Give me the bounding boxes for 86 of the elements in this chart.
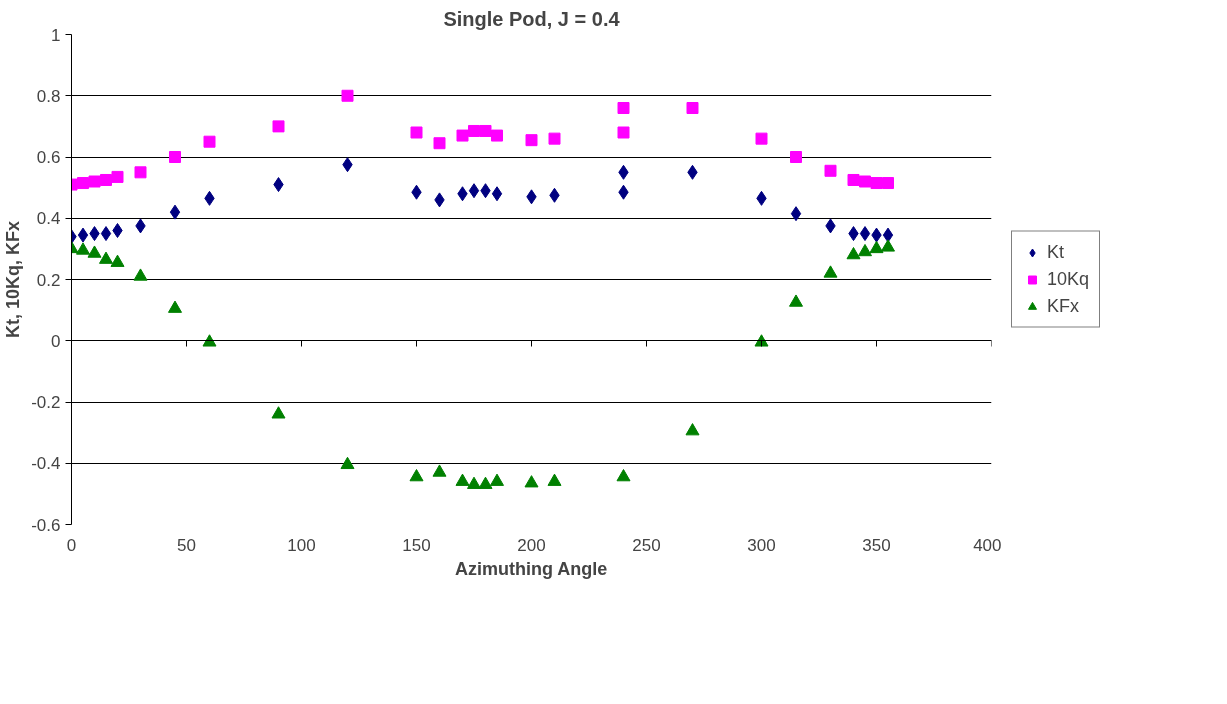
point: [846, 246, 861, 260]
point: [467, 476, 481, 489]
point: [524, 475, 539, 488]
point: [77, 177, 89, 190]
point: [881, 239, 895, 252]
point: [100, 173, 112, 186]
point: [99, 251, 113, 264]
point: [112, 223, 123, 238]
point: [76, 242, 90, 255]
y-tick-label: -0.4: [31, 454, 61, 474]
point: [790, 206, 802, 222]
legend-label: Kt: [1047, 241, 1065, 263]
point: [847, 173, 860, 186]
point: [478, 476, 493, 489]
x-tick-label: 100: [287, 535, 316, 555]
y-tick-label: 1: [51, 25, 61, 45]
x-axis-title: Azimuthing Angle: [455, 558, 608, 579]
point: [169, 151, 181, 163]
y-tick-label: -0.2: [31, 393, 61, 412]
point: [870, 177, 883, 190]
point: [110, 254, 125, 267]
point: [616, 469, 631, 482]
x-tick-label: 150: [402, 535, 431, 555]
y-axis-title: Kt, 10Kq, KFx: [3, 220, 24, 339]
point: [341, 89, 354, 102]
point: [882, 177, 894, 190]
point: [491, 186, 503, 202]
point: [859, 175, 871, 188]
point: [202, 334, 217, 347]
x-tick-label: 200: [517, 535, 546, 555]
legend-label: 10Kq: [1047, 268, 1090, 290]
legend-label: KFx: [1047, 295, 1080, 317]
point: [203, 135, 216, 148]
point: [547, 473, 562, 486]
y-tick-label: 0.2: [36, 270, 61, 290]
point: [100, 226, 112, 242]
point: [790, 151, 802, 163]
point: [525, 134, 538, 147]
point: [686, 102, 699, 114]
x-tick-label: 250: [632, 535, 661, 555]
point: [133, 268, 148, 281]
point: [88, 175, 101, 188]
chart-title: Single Pod, J = 0.4: [443, 7, 621, 30]
x-tick-label: 350: [862, 535, 891, 555]
point: [869, 240, 884, 254]
x-tick-label: 0: [66, 535, 77, 555]
x-tick-label: 50: [177, 535, 196, 555]
point: [490, 473, 504, 486]
point: [455, 473, 470, 486]
point: [789, 294, 803, 307]
point: [409, 469, 424, 482]
point: [456, 129, 469, 142]
y-tick-label: 0.6: [36, 148, 61, 167]
point: [859, 226, 871, 242]
point: [617, 126, 630, 139]
point: [272, 120, 285, 133]
point: [491, 129, 503, 142]
point: [468, 124, 480, 137]
point: [77, 227, 89, 243]
y-tick-label: 0.8: [36, 86, 61, 106]
point: [134, 166, 147, 179]
point: [433, 137, 446, 150]
point: [410, 126, 423, 139]
point: [824, 164, 837, 177]
point: [168, 300, 182, 313]
point: [858, 243, 872, 257]
y-tick-label: -0.6: [31, 515, 61, 535]
x-tick-label: 300: [747, 535, 776, 555]
point: [87, 245, 102, 258]
point: [479, 124, 492, 137]
point: [882, 227, 894, 243]
point: [685, 423, 700, 436]
point: [617, 102, 630, 114]
point: [169, 204, 181, 220]
point: [432, 464, 447, 477]
point: [271, 406, 286, 419]
point: [755, 132, 768, 145]
point: [111, 170, 124, 183]
point: [548, 132, 561, 145]
x-tick-label: 400: [973, 535, 1002, 555]
point: [823, 265, 838, 278]
y-tick-label: 0: [51, 331, 61, 351]
y-tick-label: 0.4: [36, 209, 61, 229]
point: [754, 334, 769, 347]
point: [340, 456, 355, 470]
point: [468, 183, 480, 199]
